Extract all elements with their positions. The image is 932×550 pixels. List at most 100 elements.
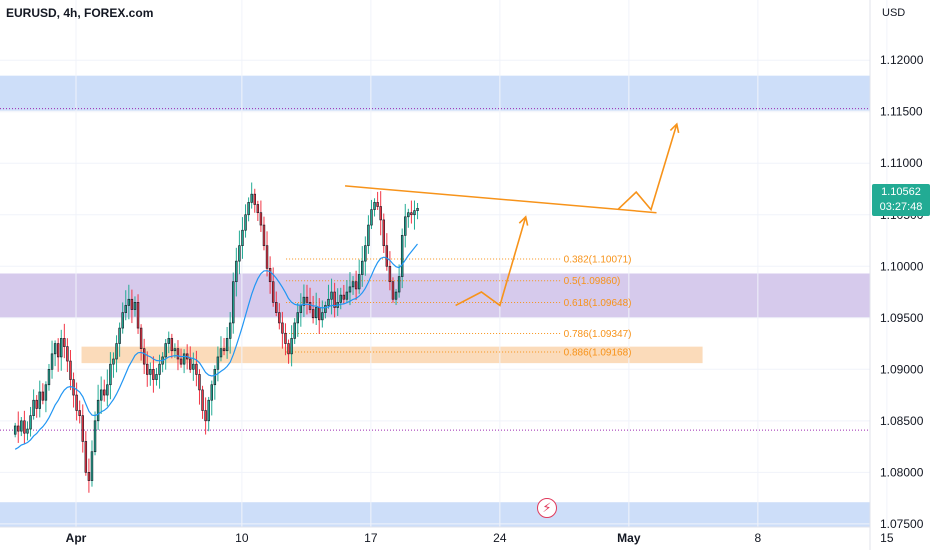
candle — [225, 326, 229, 359]
candle — [207, 396, 210, 432]
candle-body — [299, 305, 303, 313]
candle — [339, 287, 342, 310]
x-tick-label: 8 — [755, 531, 762, 545]
candle-body — [121, 312, 124, 329]
candle-body — [268, 268, 272, 283]
candle — [189, 346, 192, 373]
candle — [78, 400, 81, 424]
candle-body — [130, 298, 134, 310]
candle-body — [241, 229, 244, 246]
candle — [284, 323, 287, 356]
candle-body — [179, 358, 183, 365]
candle-body — [330, 291, 333, 300]
candle-body — [112, 358, 115, 365]
candle — [103, 379, 106, 402]
candle — [201, 385, 204, 419]
candle — [118, 322, 121, 357]
candle-body — [158, 363, 161, 375]
x-tick-label: 15 — [880, 531, 894, 545]
candle-body — [391, 281, 395, 300]
candle — [87, 458, 91, 493]
y-tick-label: 1.10000 — [880, 259, 924, 273]
candle-body — [50, 353, 54, 370]
candle — [124, 290, 127, 321]
y-tick-label: 1.11500 — [880, 105, 923, 119]
zone-middle — [0, 273, 870, 318]
candle — [262, 216, 266, 251]
candle — [410, 200, 413, 224]
candle-body — [259, 212, 263, 226]
candle-body — [290, 338, 293, 355]
candle-body — [53, 343, 57, 355]
candle — [394, 288, 398, 305]
candle-body — [287, 343, 290, 355]
candle — [192, 352, 195, 381]
lightning-icon[interactable]: ⚡ — [537, 498, 557, 518]
candle — [228, 312, 232, 354]
candle-body — [281, 322, 284, 334]
bar-countdown: 03:27:48 — [879, 201, 923, 213]
candle — [99, 376, 103, 414]
candle — [139, 324, 143, 361]
candle-body — [149, 369, 152, 375]
candle — [379, 191, 382, 236]
y-tick-label: 1.09000 — [880, 362, 924, 376]
candle-body — [345, 291, 349, 300]
candle-body — [385, 245, 389, 267]
candle — [182, 349, 186, 374]
candle — [136, 294, 140, 334]
candle-body — [155, 374, 158, 380]
candle — [109, 352, 112, 400]
y-tick-label: 1.09500 — [880, 311, 924, 325]
x-tick-label: 10 — [235, 531, 249, 545]
ema-line — [14, 243, 418, 450]
candle-body — [81, 415, 84, 442]
candle — [96, 384, 100, 430]
chart-title: EURUSD, 4h, FOREX.com — [6, 6, 154, 20]
candle-body — [324, 305, 327, 313]
candle — [219, 336, 223, 362]
candle-body — [23, 420, 26, 434]
candle — [204, 397, 207, 435]
candle-body — [262, 224, 266, 246]
candle-body — [275, 302, 278, 313]
candle — [198, 369, 201, 405]
candle — [391, 277, 395, 303]
resistance-trend-line — [344, 185, 657, 214]
candle — [23, 410, 26, 444]
candle-body — [84, 441, 88, 473]
candle — [416, 202, 419, 220]
candle — [20, 417, 23, 437]
candle-body — [222, 348, 226, 352]
candle — [364, 236, 367, 276]
candle — [222, 338, 226, 356]
candle-body — [106, 384, 109, 396]
candle-body — [192, 363, 195, 370]
candle-body — [133, 302, 137, 310]
candle-body — [96, 399, 100, 422]
candle — [324, 301, 327, 319]
x-tick-label: 17 — [364, 531, 378, 545]
candle-body — [256, 204, 260, 213]
candle-body — [400, 235, 404, 277]
candle — [311, 295, 315, 324]
candle — [164, 339, 167, 370]
candle — [149, 362, 152, 386]
candle-body — [26, 428, 29, 434]
candle-body — [176, 348, 180, 360]
candle — [152, 356, 155, 393]
candle — [290, 325, 293, 367]
candle — [60, 329, 63, 371]
candle — [13, 422, 17, 438]
candle — [35, 395, 38, 418]
candle — [90, 440, 94, 487]
candle — [314, 292, 318, 325]
candle — [376, 191, 379, 210]
candle-body — [189, 358, 192, 370]
candle-body — [142, 348, 146, 365]
candle-body — [136, 302, 140, 329]
candle — [327, 284, 330, 309]
candle — [130, 289, 134, 324]
candle-body — [195, 363, 198, 375]
